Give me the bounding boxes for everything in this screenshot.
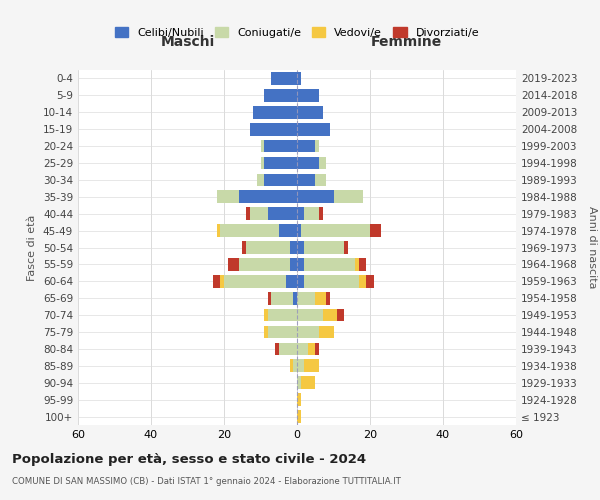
Bar xyxy=(217,224,220,237)
Bar xyxy=(304,360,319,372)
Bar xyxy=(297,342,308,355)
Bar xyxy=(246,241,290,254)
Bar xyxy=(264,326,268,338)
Bar xyxy=(359,258,367,270)
Bar xyxy=(264,156,297,170)
Bar xyxy=(297,410,301,423)
Bar xyxy=(264,89,297,102)
Bar xyxy=(220,224,279,237)
Bar xyxy=(326,292,330,304)
Bar xyxy=(290,258,297,270)
Bar xyxy=(304,208,319,220)
Bar xyxy=(264,309,268,322)
Bar xyxy=(315,342,319,355)
Bar xyxy=(297,258,304,270)
Bar xyxy=(268,309,297,322)
Bar xyxy=(239,258,290,270)
Bar xyxy=(297,326,319,338)
Bar xyxy=(370,224,381,237)
Bar xyxy=(224,275,286,287)
Bar xyxy=(213,275,220,287)
Bar xyxy=(359,275,367,287)
Bar xyxy=(271,292,293,304)
Bar xyxy=(323,309,337,322)
Bar xyxy=(334,190,362,203)
Bar xyxy=(253,106,297,118)
Bar xyxy=(337,309,344,322)
Bar xyxy=(297,275,304,287)
Bar xyxy=(264,140,297,152)
Bar xyxy=(297,309,323,322)
Bar xyxy=(275,342,279,355)
Bar xyxy=(297,72,301,85)
Text: Maschi: Maschi xyxy=(160,34,215,48)
Bar xyxy=(301,224,370,237)
Bar xyxy=(297,123,330,136)
Bar xyxy=(367,275,374,287)
Bar xyxy=(290,241,297,254)
Bar xyxy=(297,292,315,304)
Bar xyxy=(308,342,315,355)
Bar xyxy=(271,72,297,85)
Bar xyxy=(239,190,297,203)
Bar xyxy=(246,208,250,220)
Bar xyxy=(242,241,246,254)
Bar xyxy=(290,360,293,372)
Bar xyxy=(250,208,268,220)
Bar xyxy=(297,156,319,170)
Bar xyxy=(297,208,304,220)
Bar xyxy=(304,258,355,270)
Bar xyxy=(257,174,264,186)
Bar xyxy=(279,224,297,237)
Text: COMUNE DI SAN MASSIMO (CB) - Dati ISTAT 1° gennaio 2024 - Elaborazione TUTTITALI: COMUNE DI SAN MASSIMO (CB) - Dati ISTAT … xyxy=(12,478,401,486)
Bar xyxy=(217,190,239,203)
Bar xyxy=(304,275,359,287)
Bar xyxy=(344,241,348,254)
Bar xyxy=(304,241,344,254)
Bar xyxy=(319,156,326,170)
Bar xyxy=(297,106,323,118)
Bar xyxy=(297,224,301,237)
Bar xyxy=(268,326,297,338)
Bar xyxy=(297,174,315,186)
Legend: Celibi/Nubili, Coniugati/e, Vedovi/e, Divorziati/e: Celibi/Nubili, Coniugati/e, Vedovi/e, Di… xyxy=(110,22,484,42)
Bar xyxy=(260,140,264,152)
Bar xyxy=(227,258,239,270)
Bar xyxy=(297,241,304,254)
Bar xyxy=(250,123,297,136)
Bar xyxy=(315,292,326,304)
Y-axis label: Fasce di età: Fasce di età xyxy=(28,214,37,280)
Bar xyxy=(315,140,319,152)
Text: Popolazione per età, sesso e stato civile - 2024: Popolazione per età, sesso e stato civil… xyxy=(12,452,366,466)
Bar xyxy=(297,140,315,152)
Bar xyxy=(293,292,297,304)
Bar xyxy=(297,360,304,372)
Bar xyxy=(315,174,326,186)
Bar xyxy=(297,190,334,203)
Bar xyxy=(279,342,297,355)
Y-axis label: Anni di nascita: Anni di nascita xyxy=(587,206,597,289)
Bar xyxy=(293,360,297,372)
Bar xyxy=(286,275,297,287)
Bar xyxy=(268,292,271,304)
Text: Femmine: Femmine xyxy=(371,34,442,48)
Bar xyxy=(301,376,315,389)
Bar xyxy=(297,89,319,102)
Bar xyxy=(319,326,334,338)
Bar xyxy=(260,156,264,170)
Bar xyxy=(319,208,323,220)
Bar xyxy=(355,258,359,270)
Bar xyxy=(220,275,224,287)
Bar xyxy=(297,376,301,389)
Bar xyxy=(264,174,297,186)
Bar xyxy=(268,208,297,220)
Bar xyxy=(297,394,301,406)
